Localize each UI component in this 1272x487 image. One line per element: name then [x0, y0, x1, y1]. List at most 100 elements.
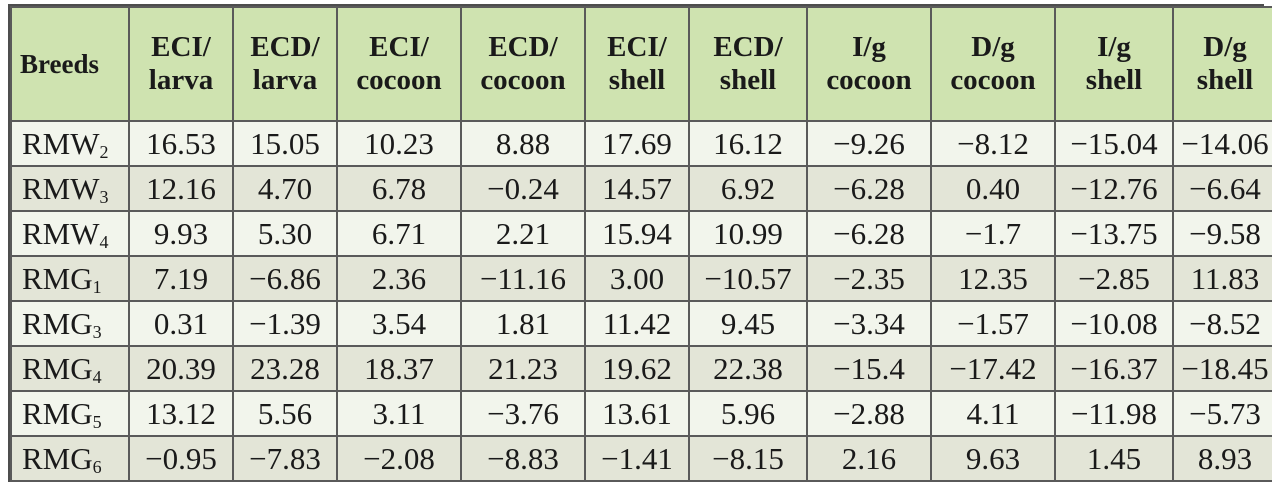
column-header-line1: ECI/: [151, 31, 211, 63]
value-cell: 23.28: [232, 345, 338, 392]
breed-subscript: 1: [92, 276, 102, 297]
column-header-line2: shell: [719, 64, 777, 96]
value-cell: −0.95: [128, 435, 234, 482]
breed-cell: RMG5: [10, 390, 130, 437]
value-cell: 8.88: [460, 120, 586, 167]
column-header: I/g shell: [1054, 6, 1174, 122]
column-header-line1: I/g: [1097, 31, 1131, 63]
column-header: ECD/shell: [688, 6, 808, 122]
value-cell: −15.04: [1054, 120, 1174, 167]
value-cell: −1.7: [930, 210, 1056, 257]
column-header: D/g cocoon: [930, 6, 1056, 122]
column-header-line1: ECI/: [369, 31, 429, 63]
table-header: Breeds ECI/larva ECD/larva ECI/cocoon ECD/co…: [10, 6, 1272, 122]
value-cell: −16.37: [1054, 345, 1174, 392]
value-cell: 21.23: [460, 345, 586, 392]
value-cell: 9.63: [930, 435, 1056, 482]
breed-subscript: 4: [99, 231, 109, 252]
table-row: RMG3 0.31 −1.39 3.54 1.81 11.42 9.45 −3.34 −1.57…: [10, 300, 1272, 347]
column-header-line2: shell: [1196, 64, 1254, 96]
value-cell: 16.12: [688, 120, 808, 167]
breed-subscript: 3: [92, 321, 102, 342]
value-cell: 13.61: [584, 390, 690, 437]
value-cell: 20.39: [128, 345, 234, 392]
column-header-line2: larva: [148, 64, 214, 96]
value-cell: −13.75: [1054, 210, 1174, 257]
value-cell: 6.78: [336, 165, 462, 212]
column-header-line2: cocoon: [356, 64, 442, 96]
value-cell: 16.53: [128, 120, 234, 167]
value-cell: −17.42: [930, 345, 1056, 392]
value-cell: −6.28: [806, 165, 932, 212]
table-row: RMG1 7.19 −6.86 2.36 −11.16 3.00 −10.57 −2.35 12…: [10, 255, 1272, 302]
value-cell: 1.81: [460, 300, 586, 347]
column-header-line2: shell: [1085, 64, 1143, 96]
column-header: D/g shell: [1172, 6, 1272, 122]
column-header: I/g cocoon: [806, 6, 932, 122]
column-header-line2: cocoon: [480, 64, 566, 96]
value-cell: 15.05: [232, 120, 338, 167]
breed-name: RMW: [22, 215, 100, 251]
column-header: ECI/cocoon: [336, 6, 462, 122]
breed-name: RMW: [22, 125, 100, 161]
column-header-line2: cocoon: [826, 64, 912, 96]
breed-cell: RMG1: [10, 255, 130, 302]
value-cell: −1.41: [584, 435, 690, 482]
value-cell: −7.83: [232, 435, 338, 482]
column-header-line1: D/g: [1203, 31, 1247, 63]
breed-cell: RMG3: [10, 300, 130, 347]
value-cell: −2.35: [806, 255, 932, 302]
column-header-breeds: Breeds: [10, 6, 130, 122]
column-header: ECI/shell: [584, 6, 690, 122]
breed-name: RMG: [22, 350, 93, 386]
header-row: Breeds ECI/larva ECD/larva ECI/cocoon ECD/co…: [10, 6, 1272, 122]
breed-cell: RMW4: [10, 210, 130, 257]
value-cell: 2.21: [460, 210, 586, 257]
value-cell: 8.93: [1172, 435, 1272, 482]
value-cell: 4.11: [930, 390, 1056, 437]
value-cell: 4.70: [232, 165, 338, 212]
table-row: RMW4 9.93 5.30 6.71 2.21 15.94 10.99 −6.28 −1.7−…: [10, 210, 1272, 257]
column-header: ECD/larva: [232, 6, 338, 122]
value-cell: 5.30: [232, 210, 338, 257]
breed-name: RMG: [22, 440, 93, 476]
value-cell: 13.12: [128, 390, 234, 437]
column-header-line1: ECD/: [488, 31, 558, 63]
column-header: ECI/larva: [128, 6, 234, 122]
value-cell: 0.40: [930, 165, 1056, 212]
table-row: RMW3 12.16 4.70 6.78 −0.24 14.57 6.92 −6.28 0.40…: [10, 165, 1272, 212]
value-cell: 11.42: [584, 300, 690, 347]
value-cell: −12.76: [1054, 165, 1174, 212]
column-header-line1: ECD/: [250, 31, 320, 63]
column-header-line1: ECD/: [713, 31, 783, 63]
breed-cell: RMG6: [10, 435, 130, 482]
column-header-line2: cocoon: [950, 64, 1036, 96]
value-cell: 14.57: [584, 165, 690, 212]
value-cell: −6.28: [806, 210, 932, 257]
value-cell: −6.86: [232, 255, 338, 302]
value-cell: −2.88: [806, 390, 932, 437]
value-cell: 9.45: [688, 300, 808, 347]
table-row: RMG5 13.12 5.56 3.11 −3.76 13.61 5.96 −2.88 4.11…: [10, 390, 1272, 437]
efficiency-table: Breeds ECI/larva ECD/larva ECI/cocoon ECD/co…: [10, 6, 1272, 482]
value-cell: −9.26: [806, 120, 932, 167]
value-cell: 5.96: [688, 390, 808, 437]
value-cell: 7.19: [128, 255, 234, 302]
table-row: RMG4 20.39 23.28 18.37 21.23 19.62 22.38 −15.4−…: [10, 345, 1272, 392]
value-cell: 6.92: [688, 165, 808, 212]
breed-name: RMG: [22, 395, 93, 431]
value-cell: 9.93: [128, 210, 234, 257]
breed-cell: RMW3: [10, 165, 130, 212]
table-body: RMW2 16.53 15.05 10.23 8.88 17.69 16.12 −9.26 −8…: [10, 120, 1272, 482]
value-cell: 12.16: [128, 165, 234, 212]
value-cell: 12.35: [930, 255, 1056, 302]
value-cell: 10.99: [688, 210, 808, 257]
breed-subscript: 2: [99, 141, 109, 162]
value-cell: −18.45: [1172, 345, 1272, 392]
value-cell: 0.31: [128, 300, 234, 347]
breed-name: RMG: [22, 260, 93, 296]
value-cell: −5.73: [1172, 390, 1272, 437]
value-cell: 5.56: [232, 390, 338, 437]
column-header-line1: Breeds: [20, 48, 99, 79]
column-header: ECD/cocoon: [460, 6, 586, 122]
